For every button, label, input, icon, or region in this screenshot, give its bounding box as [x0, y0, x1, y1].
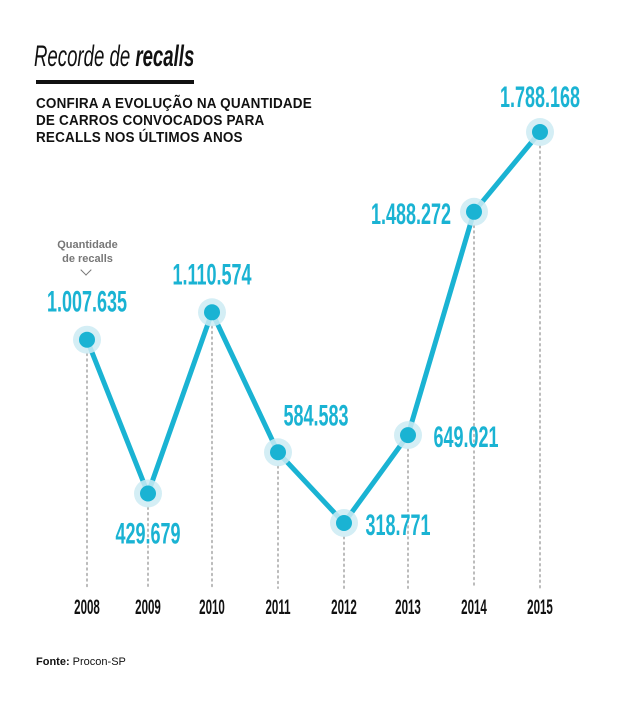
- data-point-2013: [400, 427, 416, 444]
- y-axis-note: Quantidade de recalls: [57, 239, 118, 265]
- data-label-2011: 584.583: [283, 400, 348, 433]
- title-light: Recorde de: [34, 40, 136, 73]
- series-line: [84, 130, 542, 527]
- chart-title: Recorde de recalls: [34, 40, 194, 74]
- source-value: Procon-SP: [72, 656, 126, 668]
- x-tick-label: 2012: [331, 595, 357, 619]
- data-label-2009: 429.679: [115, 518, 180, 551]
- subtitle: CONFIRA A EVOLUÇÃO NA QUANTIDADE DE CARR…: [36, 96, 312, 146]
- data-point-2010: [204, 304, 220, 321]
- source-label: Fonte:: [36, 656, 70, 668]
- data-point-2012: [336, 515, 352, 531]
- data-point-2015: [532, 124, 548, 140]
- title-underline: [36, 80, 194, 84]
- data-point-2009: [140, 485, 156, 502]
- x-tick-label: 2009: [135, 595, 161, 619]
- data-label-2008: 1.007.635: [47, 286, 127, 319]
- x-tick-label: 2011: [265, 595, 290, 619]
- data-point-2008: [79, 331, 95, 348]
- x-tick-label: 2010: [199, 595, 225, 619]
- data-label-2012: 318.771: [365, 510, 430, 543]
- source-note: Fonte: Procon-SP: [36, 656, 126, 668]
- x-tick-label: 2015: [527, 595, 553, 619]
- data-point-2014: [466, 203, 482, 220]
- data-point-2011: [270, 444, 286, 461]
- x-tick-label: 2008: [74, 595, 100, 619]
- data-label-2014: 1.488.272: [371, 198, 451, 231]
- title-bold: recalls: [135, 40, 195, 73]
- data-label-2013: 649.021: [433, 422, 498, 455]
- data-label-2015: 1.788.168: [500, 82, 580, 115]
- data-label-2010: 1.110.574: [172, 259, 251, 292]
- x-tick-label: 2013: [395, 595, 421, 619]
- x-tick-label: 2014: [461, 595, 487, 619]
